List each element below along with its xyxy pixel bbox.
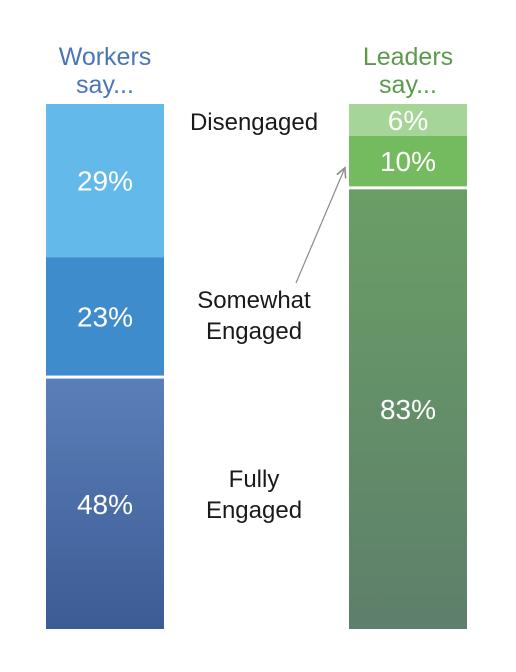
- leaders-heading-line1: Leaders: [363, 43, 453, 71]
- workers-fully-engaged-value-label: 48%: [77, 489, 133, 520]
- workers-somewhat-engaged-segment: [46, 257, 164, 376]
- workers-disengaged-value-label: 29%: [77, 166, 133, 197]
- label-fully-line2: Engaged: [206, 497, 302, 524]
- leaders-heading-line2: say...: [379, 71, 437, 99]
- workers-heading-line1: Workers: [59, 43, 152, 71]
- workers-heading-line2: say...: [76, 71, 134, 99]
- workers-disengaged-segment: [46, 104, 164, 258]
- workers-fully-engaged-segment: [46, 378, 164, 629]
- leaders-fully-engaged-value-label: 83%: [380, 394, 436, 425]
- leaders-fully-engaged-segment: [349, 189, 467, 630]
- leaders-disengaged-value-label: 6%: [388, 105, 428, 136]
- leaders-somewhat-engaged-value-label: 10%: [380, 146, 436, 177]
- label-somewhat-line2: Engaged: [206, 318, 302, 345]
- leaders-somewhat-engaged-segment: [349, 136, 467, 187]
- workers-somewhat-engaged-value-label: 23%: [77, 301, 133, 332]
- label-disengaged: Disengaged: [190, 109, 318, 136]
- pointer-arrow: [295, 170, 344, 284]
- leaders-disengaged-segment: [349, 104, 467, 136]
- label-fully-line1: Fully: [229, 466, 280, 493]
- label-somewhat-line1: Somewhat: [197, 287, 311, 314]
